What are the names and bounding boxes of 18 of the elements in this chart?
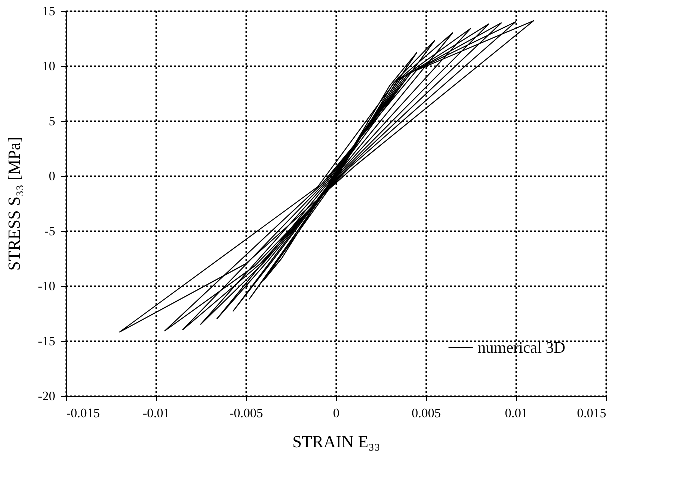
x-tick-label: 0.005 <box>412 406 442 420</box>
y-tick-label: 0 <box>49 168 56 184</box>
legend-label: numerical 3D <box>478 340 566 357</box>
y-tick-label: -15 <box>38 334 56 348</box>
y-tick-label: -5 <box>44 224 56 238</box>
x-axis-title: STRAIN E₃₃ <box>292 432 381 452</box>
x-tick-label: 0 <box>333 406 340 420</box>
x-tick-label: 0.01 <box>505 406 528 420</box>
x-tick-label: 0.015 <box>577 406 606 420</box>
x-tick-label: -0.005 <box>230 406 264 420</box>
y-tick-label: 10 <box>42 58 56 74</box>
x-tick-label: -0.015 <box>66 406 100 420</box>
y-tick-label: 15 <box>42 4 56 18</box>
y-tick-label: -20 <box>38 388 56 404</box>
y-tick-label: 5 <box>49 114 56 128</box>
y-axis-title: STRESS S₃₃ [MPa] <box>5 137 24 271</box>
x-tick-label: -0.01 <box>142 406 170 420</box>
y-tick-label: -10 <box>38 278 56 294</box>
